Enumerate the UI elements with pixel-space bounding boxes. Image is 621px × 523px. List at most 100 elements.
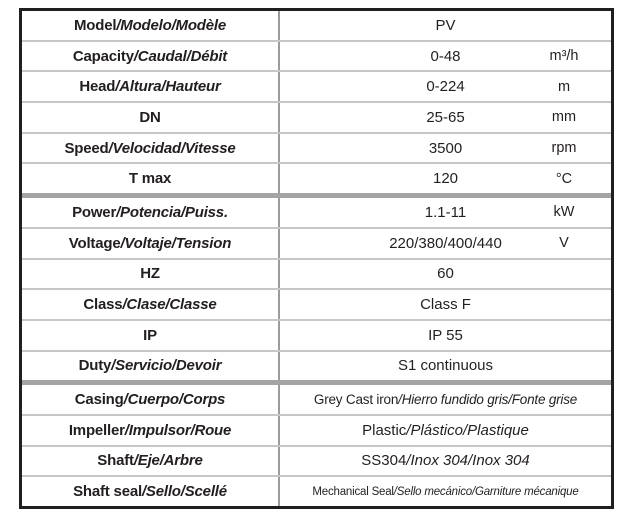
label-text-segment: /Impulsor/Roue xyxy=(124,421,232,439)
label-text-segment: /Caudal/Débit xyxy=(133,47,228,65)
label-text-segment: /Sello/Scellé xyxy=(141,483,227,501)
row-value: SS304/Inox 304/Inox 304 xyxy=(280,447,611,476)
label-text-segment: Speed xyxy=(64,139,109,157)
unit-label: m xyxy=(557,78,571,95)
row-label: T max xyxy=(22,164,280,194)
table-row: Voltage/Voltaje/Tension 220/380/400/440 V xyxy=(22,226,611,258)
label-text-segment: /Velocidad/Vitesse xyxy=(108,139,236,157)
label-text-segment: /Eje/Arbre xyxy=(133,452,203,470)
value-text-segment: PV xyxy=(435,16,456,34)
row-value: 1.1-11 kW xyxy=(280,198,611,227)
spec-table: Model/Modelo/Modèle PV Capacity/Caudal/Déb… xyxy=(19,8,614,509)
value-text-segment: 220/380/400/440 xyxy=(389,234,502,252)
row-value: Grey Cast iron/Hierro fundido gris/Fonte… xyxy=(280,385,611,414)
table-row: DN 25-65 mm xyxy=(22,101,611,132)
unit-label: rpm xyxy=(551,140,577,157)
row-label: Impeller/Impulsor/Roue xyxy=(22,415,280,445)
label-text-segment: IP xyxy=(143,326,157,344)
table-row: Shaft/Eje/Arbre SS304/Inox 304/Inox 304 xyxy=(22,444,611,476)
unit-label: °C xyxy=(555,170,573,187)
row-label: Capacity/Caudal/Débit xyxy=(22,41,280,71)
row-label: Duty/Servicio/Devoir xyxy=(22,351,280,381)
table-row: Duty/Servicio/Devoir S1 continuous xyxy=(22,349,611,381)
label-text-segment: T max xyxy=(128,170,172,188)
row-value: Class F xyxy=(280,290,611,319)
table-row: Casing/Cuerpo/Corps Grey Cast iron/Hierro… xyxy=(22,380,611,414)
label-text-segment: /Potencia/Puiss. xyxy=(116,203,228,221)
table-row: Model/Modelo/Modèle PV xyxy=(22,11,611,40)
value-text-segment: 0-48 xyxy=(430,47,461,65)
table-row: Power/Potencia/Puiss. 1.1-11 kW xyxy=(22,193,611,227)
value-text: Mechanical Seal/Sello mecánico/Garniture… xyxy=(312,486,578,498)
row-label: Speed/Velocidad/Vitesse xyxy=(22,133,280,163)
label-text-segment: Power xyxy=(72,203,117,221)
label-text-segment: Head xyxy=(79,78,116,96)
value-text-segment: /Inox 304/Inox 304 xyxy=(406,452,530,470)
label-text-segment: Shaft seal xyxy=(73,483,142,501)
label-text-segment: Impeller xyxy=(68,421,125,439)
label-text-segment: /Clase/Classe xyxy=(122,296,217,314)
row-label: Power/Potencia/Puiss. xyxy=(22,198,280,227)
label-text-segment: /Servicio/Devoir xyxy=(111,357,222,375)
table-row: T max 120 °C xyxy=(22,162,611,194)
table-row: Capacity/Caudal/Débit 0-48 m³/h xyxy=(22,39,611,71)
value-text-segment: /Plástico/Plastique xyxy=(406,421,529,439)
unit-label: V xyxy=(559,235,569,252)
row-label: Class/Clase/Classe xyxy=(22,290,280,319)
value-text: 3500 xyxy=(429,140,462,157)
value-text-segment: 1.1-11 xyxy=(424,203,467,221)
value-text: Plastic/Plástico/Plastique xyxy=(362,422,529,439)
row-value: 0-48 m³/h xyxy=(280,42,611,71)
table-row: IP IP 55 xyxy=(22,318,611,350)
label-text-segment: HZ xyxy=(140,265,160,283)
table-row: Shaft seal/Sello/Scellé Mechanical Seal/S… xyxy=(22,475,611,506)
row-label: DN xyxy=(22,103,280,132)
row-value: S1 continuous xyxy=(280,352,611,381)
row-label: IP xyxy=(22,320,280,350)
row-value: PV xyxy=(280,11,611,40)
value-text-segment: 25-65 xyxy=(426,108,465,126)
row-value: 25-65 mm xyxy=(280,103,611,132)
value-text-segment: 0-224 xyxy=(426,78,465,96)
table-row: Head/Altura/Hauteur 0-224 m xyxy=(22,70,611,102)
value-text-segment: Class F xyxy=(420,296,471,314)
row-label: Shaft/Eje/Arbre xyxy=(22,446,280,476)
value-text-segment: SS304 xyxy=(361,452,407,470)
row-label: Voltage/Voltaje/Tension xyxy=(22,228,280,258)
value-text-segment: 3500 xyxy=(428,139,463,157)
unit-label: m³/h xyxy=(549,48,579,65)
value-text: S1 continuous xyxy=(398,357,493,374)
value-text-segment: Grey Cast iron xyxy=(313,392,399,408)
label-text-segment: Voltage xyxy=(68,234,121,252)
label-text-segment: /Cuerpo/Corps xyxy=(123,391,226,409)
label-text-segment: Duty xyxy=(78,357,112,375)
row-label: HZ xyxy=(22,259,280,289)
label-text-segment: Casing xyxy=(74,391,124,409)
value-text-segment: /Hierro fundido gris/Fonte grise xyxy=(398,392,578,408)
value-text-segment: 120 xyxy=(432,170,459,188)
value-text: Class F xyxy=(420,296,471,313)
row-value: 0-224 m xyxy=(280,72,611,101)
unit-label: kW xyxy=(553,204,575,221)
row-value: 60 xyxy=(280,260,611,289)
row-label: Model/Modelo/Modèle xyxy=(22,11,280,40)
row-label: Casing/Cuerpo/Corps xyxy=(22,385,280,414)
value-text: 1.1-11 xyxy=(425,204,466,221)
label-text-segment: /Altura/Hauteur xyxy=(115,78,221,96)
value-text: 220/380/400/440 xyxy=(389,235,502,252)
value-text: 60 xyxy=(437,265,454,282)
label-text-segment: /Modelo/Modèle xyxy=(116,16,227,34)
table-row: Speed/Velocidad/Vitesse 3500 rpm xyxy=(22,131,611,163)
value-text: Grey Cast iron/Hierro fundido gris/Fonte… xyxy=(314,392,577,407)
row-label: Head/Altura/Hauteur xyxy=(22,72,280,102)
row-label: Shaft seal/Sello/Scellé xyxy=(22,477,280,506)
value-text: 0-224 xyxy=(426,78,464,95)
value-text-segment: 60 xyxy=(437,265,454,283)
value-text: 0-48 xyxy=(430,48,460,65)
value-text: 25-65 xyxy=(426,109,464,126)
row-value: 120 °C xyxy=(280,164,611,193)
row-value: 220/380/400/440 V xyxy=(280,229,611,258)
unit-label: mm xyxy=(551,109,577,126)
row-value: 3500 rpm xyxy=(280,134,611,163)
value-text: PV xyxy=(435,17,455,34)
